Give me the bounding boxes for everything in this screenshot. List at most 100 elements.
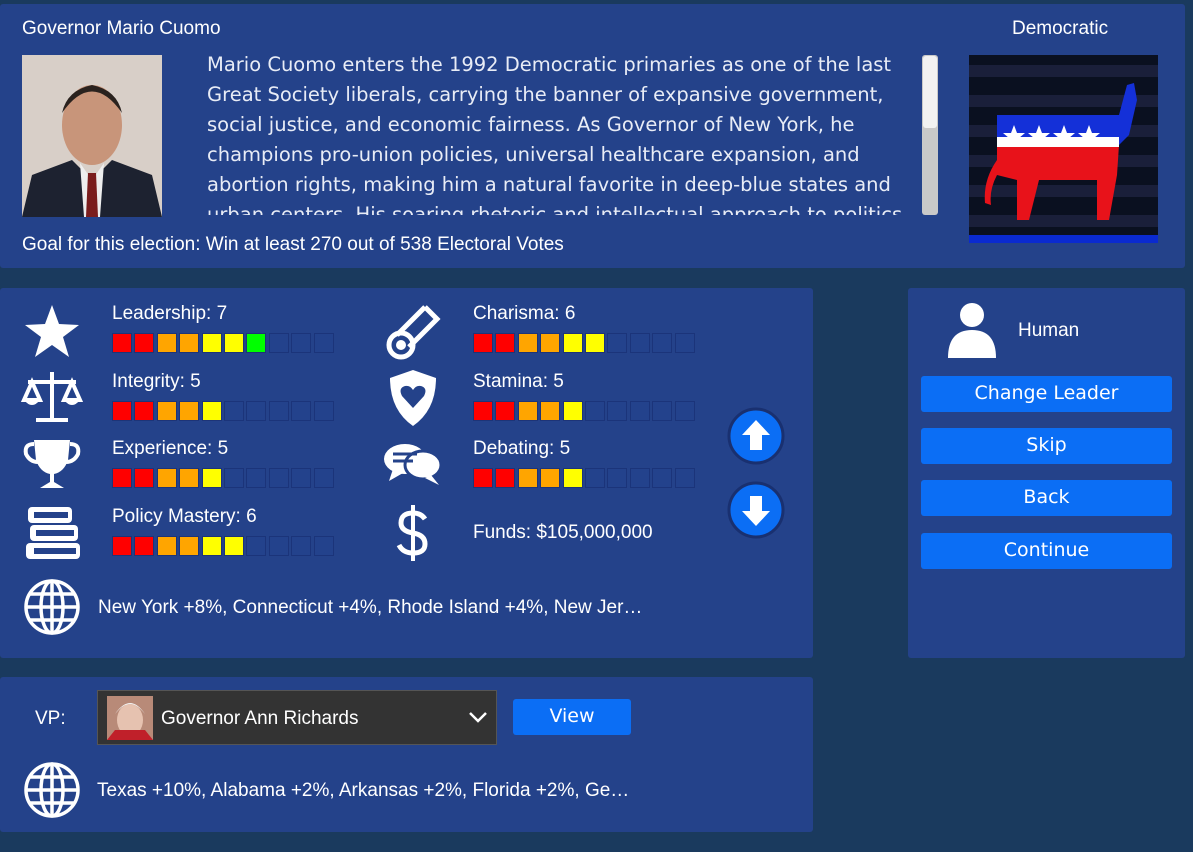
stat-cell-filled bbox=[473, 400, 493, 421]
stat-cell-empty bbox=[246, 535, 267, 556]
continue-button[interactable]: Continue bbox=[921, 533, 1172, 569]
move-up-button[interactable] bbox=[727, 407, 785, 465]
view-vp-button[interactable]: View bbox=[513, 699, 631, 735]
funds: Funds: $105,000,000 bbox=[473, 522, 653, 543]
stat-cell-empty bbox=[652, 400, 673, 421]
stat-cell-empty bbox=[652, 333, 673, 353]
election-goal: Goal for this election: Win at least 270… bbox=[22, 234, 564, 255]
stat-cell-empty bbox=[268, 535, 289, 556]
stat-label: Debating: 5 bbox=[473, 438, 571, 459]
stat-cell-empty bbox=[291, 535, 312, 556]
stat-cell-filled bbox=[473, 468, 493, 488]
stat-label: Policy Mastery: 6 bbox=[112, 505, 257, 527]
stat-cell-filled bbox=[201, 468, 222, 488]
stat-cell-empty bbox=[607, 333, 628, 353]
stat-cell-filled bbox=[562, 333, 583, 353]
stat-cell-filled bbox=[540, 400, 561, 421]
stat-cell-filled bbox=[201, 535, 222, 556]
experience-icon bbox=[23, 440, 81, 488]
stat-cell-empty bbox=[291, 468, 312, 488]
stat-cell-filled bbox=[562, 468, 583, 488]
stat-cell-filled bbox=[517, 333, 538, 353]
vp-state-bonuses: Texas +10%, Alabama +2%, Arkansas +2%, F… bbox=[97, 780, 630, 801]
stat-cell-empty bbox=[607, 468, 628, 488]
party-logo bbox=[969, 55, 1158, 243]
candidate-name: Governor Mario Cuomo bbox=[22, 18, 221, 39]
debating-icon bbox=[384, 444, 443, 485]
back-button[interactable]: Back bbox=[921, 480, 1172, 516]
stat-cell-filled bbox=[156, 468, 177, 488]
leader-states-icon bbox=[24, 579, 80, 635]
stat-label: Integrity: 5 bbox=[112, 370, 201, 392]
stat-cell-filled bbox=[201, 400, 222, 421]
stat-cell-filled bbox=[134, 468, 155, 488]
stat-cell-empty bbox=[268, 400, 289, 421]
party-name: Democratic bbox=[1012, 18, 1109, 39]
stat-cell-filled bbox=[495, 400, 516, 421]
stat-cell-filled bbox=[540, 333, 561, 353]
stat-cell-empty bbox=[629, 400, 650, 421]
stat-cell-filled bbox=[112, 400, 132, 421]
stat-cell-empty bbox=[313, 400, 334, 421]
stat-cell-empty bbox=[313, 333, 334, 353]
stat-cell-filled bbox=[246, 333, 267, 353]
vp-label: VP: bbox=[35, 708, 66, 729]
stat-cell-filled bbox=[473, 333, 493, 353]
move-down-button[interactable] bbox=[727, 481, 785, 539]
stat-cell-empty bbox=[246, 400, 267, 421]
stat-cell-filled bbox=[112, 468, 132, 488]
stat-cell-empty bbox=[268, 333, 289, 353]
vp-portrait bbox=[107, 696, 153, 740]
stat-cell-empty bbox=[313, 468, 334, 488]
funds-icon bbox=[396, 505, 428, 561]
stat-cell-empty bbox=[629, 468, 650, 488]
stat-cell-empty bbox=[607, 400, 628, 421]
stat-cell-filled bbox=[540, 468, 561, 488]
stat-cell-filled bbox=[134, 535, 155, 556]
stamina-icon bbox=[390, 370, 436, 426]
stat-cell-empty bbox=[224, 468, 244, 488]
change-leader-button[interactable]: Change Leader bbox=[921, 376, 1172, 412]
stat-cell-empty bbox=[585, 468, 605, 488]
stat-cell-empty bbox=[629, 333, 650, 353]
player-icon bbox=[948, 303, 996, 358]
stat-cell-filled bbox=[224, 535, 244, 556]
stat-cell-filled bbox=[179, 400, 200, 421]
stat-cell-empty bbox=[674, 333, 695, 353]
stat-cell-filled bbox=[112, 535, 132, 556]
scrollbar-thumb[interactable] bbox=[923, 56, 937, 128]
vp-name: Governor Ann Richards bbox=[161, 708, 359, 729]
stat-cell-filled bbox=[179, 535, 200, 556]
scrollbar[interactable] bbox=[922, 55, 938, 215]
stat-cell-filled bbox=[517, 400, 538, 421]
skip-button[interactable]: Skip bbox=[921, 428, 1172, 464]
stat-cell-filled bbox=[179, 468, 200, 488]
candidate-bio[interactable]: Mario Cuomo enters the 1992 Democratic p… bbox=[207, 53, 903, 215]
vp-dropdown[interactable]: Governor Ann Richards bbox=[97, 690, 497, 745]
stat-cell-filled bbox=[562, 400, 583, 421]
stat-cell-empty bbox=[585, 400, 605, 421]
stat-cell-filled bbox=[495, 468, 516, 488]
stat-cell-empty bbox=[674, 468, 695, 488]
stat-cell-empty bbox=[268, 468, 289, 488]
leadership-icon bbox=[25, 305, 79, 357]
stat-cell-empty bbox=[246, 468, 267, 488]
stat-cell-empty bbox=[224, 400, 244, 421]
stat-cell-empty bbox=[291, 400, 312, 421]
portrait bbox=[22, 55, 162, 217]
stat-cell-filled bbox=[495, 333, 516, 353]
stat-cell-filled bbox=[134, 333, 155, 353]
integrity-icon bbox=[20, 372, 84, 422]
stat-cell-filled bbox=[134, 400, 155, 421]
policy-icon bbox=[26, 507, 80, 559]
stat-cell-empty bbox=[652, 468, 673, 488]
vp-states-icon bbox=[24, 762, 80, 818]
stat-cell-filled bbox=[201, 333, 222, 353]
stat-cell-filled bbox=[156, 535, 177, 556]
stat-cell-filled bbox=[112, 333, 132, 353]
stat-label: Stamina: 5 bbox=[473, 370, 564, 392]
stat-cell-filled bbox=[179, 333, 200, 353]
stat-cell-filled bbox=[224, 333, 244, 353]
dropdown-arrow bbox=[469, 712, 487, 723]
